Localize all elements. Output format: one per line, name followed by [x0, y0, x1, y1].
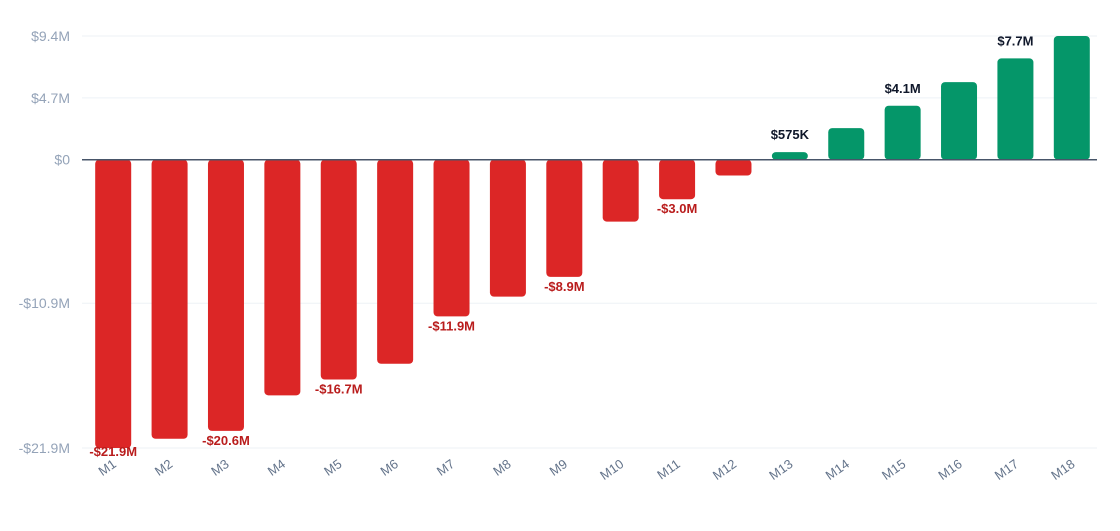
y-tick-label: -$21.9M	[19, 440, 70, 456]
bar-m17	[997, 58, 1034, 160]
x-tick-label: M2	[152, 456, 175, 479]
x-tick-label: M3	[208, 456, 231, 479]
bars-layer	[95, 36, 1090, 448]
x-tick-label: M6	[377, 456, 400, 479]
y-tick-label: $9.4M	[31, 28, 70, 44]
bar-m3	[207, 159, 244, 431]
bar-m10	[602, 159, 639, 222]
bar-m12	[715, 159, 752, 176]
bar-m8	[489, 159, 526, 297]
x-tick-label: M17	[992, 456, 1021, 483]
data-label: -$3.0M	[657, 201, 697, 216]
x-tick-label: M11	[654, 456, 683, 482]
x-tick-label: M10	[597, 456, 626, 483]
labels-layer: -$21.9M -$20.6M -$16.7M -$11.9M -$8.9M -$3.0M…	[89, 33, 1033, 459]
data-label: -$21.9M	[89, 444, 137, 459]
x-tick-label: M9	[547, 456, 570, 479]
y-tick-label: -$10.9M	[19, 295, 70, 311]
x-tick-label: M12	[710, 456, 739, 483]
data-label: $4.1M	[885, 81, 921, 96]
grid-layer	[82, 35, 1097, 449]
y-tick-label: $0	[54, 152, 70, 168]
x-tick-label: M16	[935, 456, 964, 483]
data-label: -$16.7M	[315, 382, 363, 397]
data-label: -$11.9M	[428, 318, 475, 333]
bar-m2	[151, 159, 188, 439]
x-tick-label: M14	[823, 456, 852, 483]
bar-m14	[828, 128, 865, 160]
bar-m18	[1053, 36, 1090, 160]
data-label: $7.7M	[997, 33, 1033, 48]
bar-m7	[433, 159, 470, 317]
x-tick-label: M13	[766, 456, 795, 483]
x-tick-label: M4	[265, 456, 288, 479]
bar-m6	[377, 159, 414, 364]
data-label: $575K	[771, 127, 810, 142]
x-tick-label: M7	[434, 456, 457, 479]
bar-m13	[771, 152, 808, 160]
bar-m4	[264, 159, 301, 396]
x-tick-label: M18	[1048, 456, 1077, 483]
bar-m5	[320, 159, 357, 380]
y-tick-label: $4.7M	[31, 90, 70, 106]
bar-m9	[546, 159, 583, 277]
data-label: -$8.9M	[544, 279, 584, 294]
bar-m11	[659, 159, 696, 200]
bar-m1	[95, 159, 132, 448]
bar-m16	[941, 82, 978, 160]
x-tick-label: M1	[96, 456, 119, 479]
x-tick-label: M5	[321, 456, 344, 479]
x-tick-label: M8	[490, 456, 513, 479]
bar-m15	[884, 105, 921, 160]
data-label: -$20.6M	[202, 433, 250, 448]
x-tick-label: M15	[879, 456, 908, 483]
